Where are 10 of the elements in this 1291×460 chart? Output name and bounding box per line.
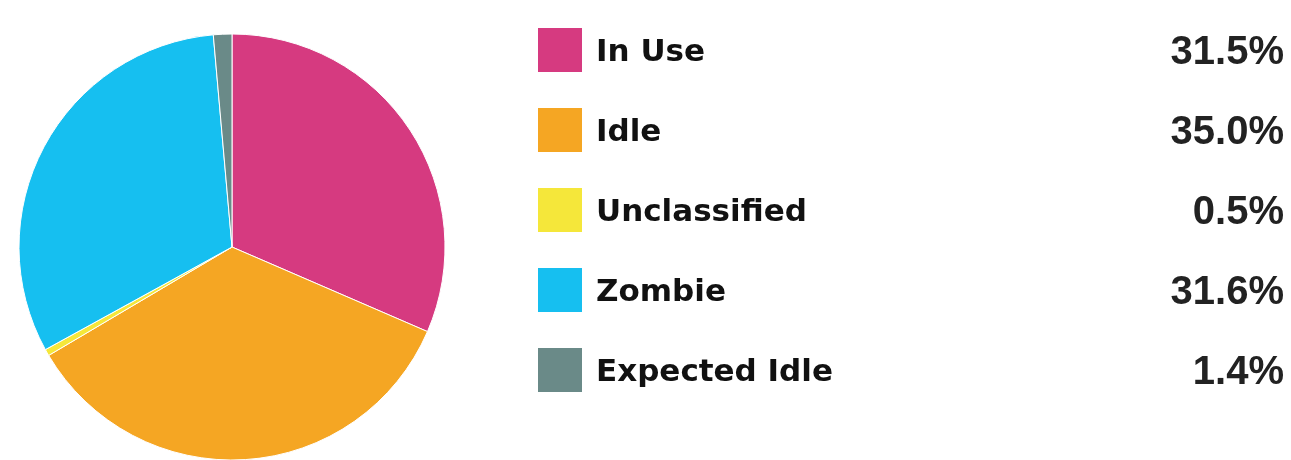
data-label: 1.4%	[1192, 347, 1284, 393]
data-label: 35.0%	[1170, 107, 1284, 153]
data-label: 31.6%	[1170, 267, 1284, 313]
legend-label: Idle	[596, 112, 662, 148]
legend-label: Zombie	[596, 272, 726, 308]
data-label: 0.5%	[1192, 187, 1284, 233]
legend-label: In Use	[596, 32, 706, 68]
data-label: 31.5%	[1170, 27, 1284, 73]
legend-label: Expected Idle	[596, 352, 833, 388]
legend-label: Unclassified	[596, 192, 807, 228]
